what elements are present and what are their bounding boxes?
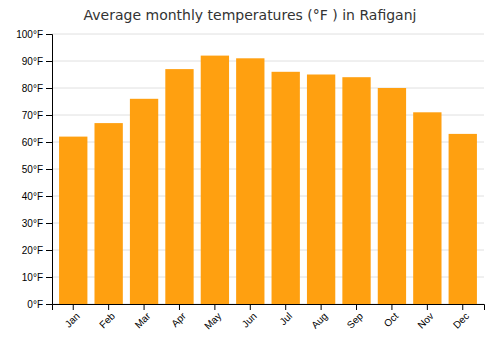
y-tick-label: 20°F xyxy=(22,245,43,256)
bar xyxy=(59,137,87,304)
y-tick-mark xyxy=(46,250,52,251)
x-tick-label: Jan xyxy=(63,310,82,329)
y-tick-label: 70°F xyxy=(22,110,43,121)
x-tick-label: Aug xyxy=(309,310,329,330)
bar xyxy=(236,58,264,304)
grid-line xyxy=(52,88,484,89)
bar xyxy=(272,72,300,304)
y-tick-mark xyxy=(46,277,52,278)
x-tick-mark xyxy=(73,304,74,310)
y-tick: 30°F xyxy=(22,218,52,229)
y-tick-mark xyxy=(46,223,52,224)
x-tick: Aug xyxy=(309,304,329,331)
bar xyxy=(130,99,158,304)
x-tick: Dec xyxy=(451,304,471,331)
bar xyxy=(413,112,441,304)
y-axis-line xyxy=(46,35,53,305)
x-tick: Feb xyxy=(97,304,117,330)
x-tick: Nov xyxy=(415,304,435,331)
x-tick-mark xyxy=(321,304,322,310)
x-tick: Jan xyxy=(63,304,82,330)
y-tick-label: 50°F xyxy=(22,164,43,175)
y-tick: 80°F xyxy=(22,83,52,94)
x-tick: May xyxy=(202,304,223,332)
x-tick-mark xyxy=(427,304,428,310)
y-tick-label: 100°F xyxy=(16,29,43,40)
x-tick-label: Mar xyxy=(133,310,153,330)
y-tick-label: 10°F xyxy=(22,272,43,283)
y-tick: 0°F xyxy=(27,299,52,310)
x-tick-mark xyxy=(108,304,109,310)
y-tick: 90°F xyxy=(22,56,52,67)
y-tick-mark xyxy=(46,88,52,89)
grid xyxy=(52,34,484,304)
x-tick: Apr xyxy=(169,304,188,329)
y-tick-label: 80°F xyxy=(22,83,43,94)
y-tick-mark xyxy=(46,169,52,170)
y-tick-label: 60°F xyxy=(22,137,43,148)
x-tick: Mar xyxy=(133,304,153,330)
x-tick-label: Nov xyxy=(415,310,435,330)
x-tick-mark xyxy=(285,304,286,310)
y-tick: 70°F xyxy=(22,110,52,121)
x-tick-mark xyxy=(462,304,463,310)
x-tick-label: Sep xyxy=(345,310,366,331)
title: Average monthly temperatures (°F ) in Ra… xyxy=(84,7,417,23)
y-tick-mark xyxy=(46,115,52,116)
bar xyxy=(165,69,193,304)
x-tick: Oct xyxy=(382,304,401,329)
y-tick-mark xyxy=(46,196,52,197)
y-tick-mark xyxy=(46,142,52,143)
y-tick-mark xyxy=(46,304,52,305)
plot: 0°F 10°F 20°F 30°F 40°F 50°F 60°F 70°F 80°F 90°F 1… xyxy=(16,29,484,332)
y-tick-label: 30°F xyxy=(22,218,43,229)
y-tick-label: 0°F xyxy=(27,299,43,310)
y-tick: 20°F xyxy=(22,245,52,256)
chart: Average monthly temperatures (°F ) in Ra… xyxy=(0,0,500,350)
bar xyxy=(449,134,477,304)
y-tick-mark xyxy=(46,61,52,62)
x-tick-label: Apr xyxy=(169,310,188,329)
x-axis: Jan Feb Mar Apr May Jun Jul Aug Sep Oct Nov Dec xyxy=(53,304,485,332)
y-tick-label: 90°F xyxy=(22,56,43,67)
x-tick-mark xyxy=(356,304,357,310)
x-tick: Jul xyxy=(277,304,294,327)
x-tick-label: Feb xyxy=(97,310,117,330)
bar xyxy=(201,56,229,304)
y-axis: 0°F 10°F 20°F 30°F 40°F 50°F 60°F 70°F 80°F 90°F 1… xyxy=(16,29,52,310)
y-tick: 10°F xyxy=(22,272,52,283)
y-tick: 50°F xyxy=(22,164,52,175)
x-tick-label: Dec xyxy=(451,310,471,330)
x-tick-label: Jun xyxy=(240,310,259,329)
bar xyxy=(307,75,335,305)
y-tick: 100°F xyxy=(16,29,52,40)
grid-line xyxy=(52,61,484,62)
y-tick-label: 40°F xyxy=(22,191,43,202)
bar xyxy=(342,77,370,304)
x-tick: Sep xyxy=(345,304,366,331)
bars xyxy=(59,56,477,304)
x-tick-label: May xyxy=(202,310,223,331)
x-tick-label: Oct xyxy=(382,310,401,329)
bar xyxy=(378,88,406,304)
y-tick-mark xyxy=(46,34,52,35)
x-tick-mark xyxy=(179,304,180,310)
grid-line xyxy=(52,34,484,35)
x-tick-mark xyxy=(391,304,392,310)
x-tick: Jun xyxy=(240,304,259,330)
bar xyxy=(94,123,122,304)
x-tick-mark xyxy=(250,304,251,310)
y-tick: 60°F xyxy=(22,137,52,148)
y-tick: 40°F xyxy=(22,191,52,202)
x-tick-mark xyxy=(214,304,215,310)
x-tick-mark xyxy=(144,304,145,310)
x-axis-line xyxy=(53,305,485,311)
x-tick-label: Jul xyxy=(277,310,294,327)
